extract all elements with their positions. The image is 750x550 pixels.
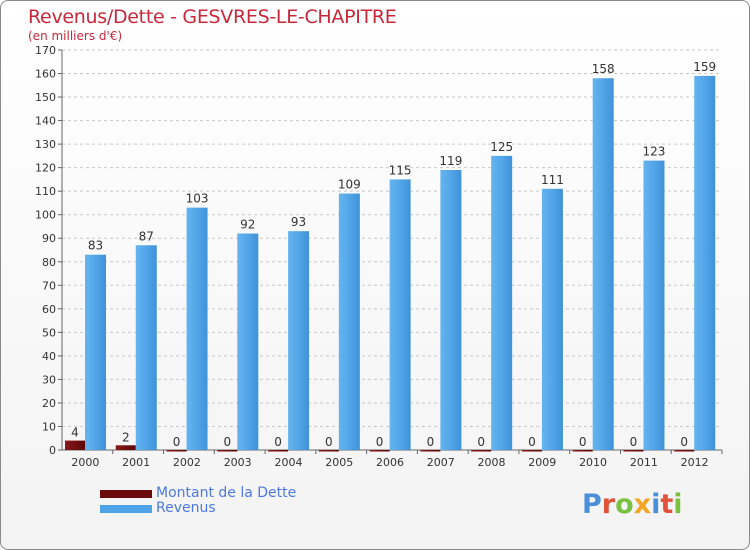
x-tick-label: 2005 bbox=[325, 456, 353, 469]
debt-bar bbox=[318, 450, 339, 452]
revenus-bar bbox=[135, 245, 157, 450]
proxiti-logo: Proxiti bbox=[582, 489, 683, 520]
y-tick-label: 160 bbox=[35, 68, 56, 81]
x-tick-label: 2001 bbox=[122, 456, 150, 469]
y-tick-label: 0 bbox=[49, 444, 56, 457]
logo-letter: i bbox=[673, 489, 683, 520]
legend-swatch-revenus bbox=[100, 505, 152, 513]
y-tick-label: 90 bbox=[42, 232, 56, 245]
logo-letter: i bbox=[651, 489, 661, 520]
x-tick-label: 2004 bbox=[274, 456, 302, 469]
x-tick-label: 2009 bbox=[528, 456, 556, 469]
debt-bar bbox=[674, 450, 695, 452]
y-tick-label: 140 bbox=[35, 115, 56, 128]
revenus-value-label: 123 bbox=[643, 145, 666, 159]
y-tick-label: 70 bbox=[42, 279, 56, 292]
debt-value-label: 0 bbox=[376, 435, 384, 449]
revenus-value-label: 111 bbox=[541, 173, 564, 187]
y-tick-label: 40 bbox=[42, 350, 56, 363]
x-tick-label: 2011 bbox=[630, 456, 658, 469]
revenus-value-label: 93 bbox=[291, 215, 306, 229]
revenus-bar bbox=[186, 207, 208, 450]
y-tick-label: 110 bbox=[35, 185, 56, 198]
legend-label-revenus: Revenus bbox=[156, 500, 216, 516]
y-tick-label: 20 bbox=[42, 397, 56, 410]
revenus-value-label: 119 bbox=[439, 154, 462, 168]
debt-value-label: 0 bbox=[274, 435, 282, 449]
y-tick-label: 150 bbox=[35, 91, 56, 104]
x-tick-label: 2008 bbox=[478, 456, 506, 469]
revenus-value-label: 109 bbox=[338, 178, 361, 192]
debt-value-label: 0 bbox=[680, 435, 688, 449]
revenus-bar bbox=[288, 231, 310, 450]
y-tick-label: 170 bbox=[35, 44, 56, 57]
chart-title: Revenus/Dette - GESVRES-LE-CHAPITRE bbox=[28, 6, 397, 28]
debt-value-label: 0 bbox=[579, 435, 587, 449]
y-tick-label: 80 bbox=[42, 256, 56, 269]
revenus-value-label: 92 bbox=[240, 218, 255, 232]
revenus-bar bbox=[440, 170, 462, 450]
revenus-bar bbox=[592, 78, 614, 450]
debt-bar bbox=[572, 450, 593, 452]
x-tick-label: 2012 bbox=[681, 456, 709, 469]
debt-bar bbox=[623, 450, 644, 452]
debt-bar bbox=[521, 450, 542, 452]
debt-value-label: 4 bbox=[71, 426, 79, 440]
debt-value-label: 2 bbox=[122, 430, 130, 444]
x-tick-label: 2000 bbox=[71, 456, 99, 469]
debt-bar bbox=[217, 450, 238, 452]
revenus-bar bbox=[338, 193, 360, 450]
y-tick-label: 100 bbox=[35, 209, 56, 222]
x-tick-label: 2007 bbox=[427, 456, 455, 469]
debt-bar bbox=[65, 440, 85, 450]
revenus-value-label: 115 bbox=[389, 163, 412, 177]
logo-letter: r bbox=[601, 489, 616, 520]
y-tick-label: 130 bbox=[35, 138, 56, 151]
y-tick-label: 50 bbox=[42, 326, 56, 339]
chart-subtitle: (en milliers d'€) bbox=[28, 29, 123, 43]
revenus-bar bbox=[541, 188, 563, 450]
logo-letter: P bbox=[582, 489, 602, 520]
revenus-bar bbox=[643, 160, 665, 450]
legend-label-debt: Montant de la Dette bbox=[156, 485, 297, 501]
legend-swatch-debt bbox=[100, 490, 152, 498]
y-tick-label: 120 bbox=[35, 162, 56, 175]
revenus-value-label: 103 bbox=[186, 192, 209, 206]
logo-letter: x bbox=[633, 489, 652, 520]
y-tick-label: 60 bbox=[42, 303, 56, 316]
debt-value-label: 0 bbox=[325, 435, 333, 449]
revenus-bar bbox=[491, 155, 513, 450]
x-tick-label: 2006 bbox=[376, 456, 404, 469]
debt-value-label: 0 bbox=[223, 435, 231, 449]
revenus-value-label: 159 bbox=[693, 60, 716, 74]
debt-bar bbox=[369, 450, 390, 452]
logo-letter: t bbox=[660, 489, 674, 520]
debt-bar bbox=[166, 450, 187, 452]
revenus-bar bbox=[694, 75, 716, 450]
debt-value-label: 0 bbox=[528, 435, 536, 449]
logo-letter: o bbox=[615, 489, 634, 520]
revenus-bar bbox=[389, 179, 411, 451]
revenus-bar bbox=[237, 233, 259, 450]
debt-value-label: 0 bbox=[427, 435, 435, 449]
x-tick-label: 2003 bbox=[224, 456, 252, 469]
revenus-value-label: 87 bbox=[139, 229, 154, 243]
debt-bar bbox=[115, 445, 136, 450]
revenus-bar bbox=[85, 254, 106, 450]
x-tick-label: 2010 bbox=[579, 456, 607, 469]
x-tick-label: 2002 bbox=[173, 456, 201, 469]
debt-bar bbox=[420, 450, 441, 452]
y-tick-label: 10 bbox=[42, 420, 56, 433]
debt-value-label: 0 bbox=[173, 435, 181, 449]
y-tick-label: 30 bbox=[42, 373, 56, 386]
revenus-value-label: 158 bbox=[592, 62, 615, 76]
debt-bar bbox=[268, 450, 289, 452]
debt-value-label: 0 bbox=[630, 435, 638, 449]
debt-value-label: 0 bbox=[477, 435, 485, 449]
revenus-value-label: 83 bbox=[88, 239, 103, 253]
revenus-value-label: 125 bbox=[490, 140, 513, 154]
debt-bar bbox=[471, 450, 492, 452]
